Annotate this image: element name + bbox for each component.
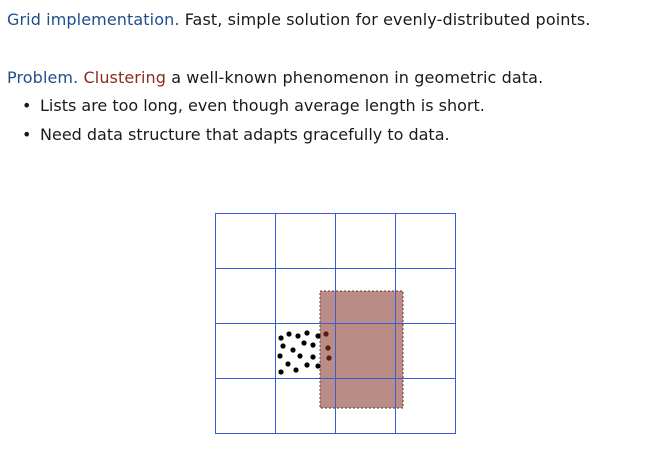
bullet-text-1: Lists are too long, even though average … [40,96,485,115]
point [278,335,284,341]
point [285,361,291,367]
point [301,340,307,346]
point [323,331,329,337]
bullet-icon: • [22,125,32,144]
point [326,355,332,361]
points-inside-cell [323,331,332,361]
bullet-item-2: • Need data structure that adapts gracefu… [22,125,450,145]
point [310,342,316,348]
point [277,353,283,359]
grid-implementation-text: Fast, simple solution for evenly-distrib… [184,10,591,29]
bullet-text-2: Need data structure that adapts graceful… [40,125,450,144]
point-cluster [277,330,321,375]
point [325,345,331,351]
point [280,343,286,349]
grid-implementation-line: Grid implementation. Fast, simple soluti… [7,10,591,30]
bullet-icon: • [22,96,32,115]
problem-text: a well-known phenomenon in geometric dat… [171,68,544,87]
point [278,369,284,375]
point [286,331,292,337]
point [297,353,303,359]
problem-line: Problem. Clustering a well-known phenome… [7,68,543,88]
grid-implementation-term: Grid implementation. [7,10,180,29]
clustered-cell-region [319,290,404,409]
point [293,367,299,373]
point [315,333,321,339]
clustering-highlight: Clustering [83,68,167,87]
point [304,362,310,368]
point [304,330,310,336]
grid-lines [215,213,456,434]
problem-term: Problem. [7,68,79,87]
point [315,363,321,369]
bullet-item-1: • Lists are too long, even though average… [22,96,485,116]
point [295,333,301,339]
point [310,354,316,360]
point [290,347,296,353]
